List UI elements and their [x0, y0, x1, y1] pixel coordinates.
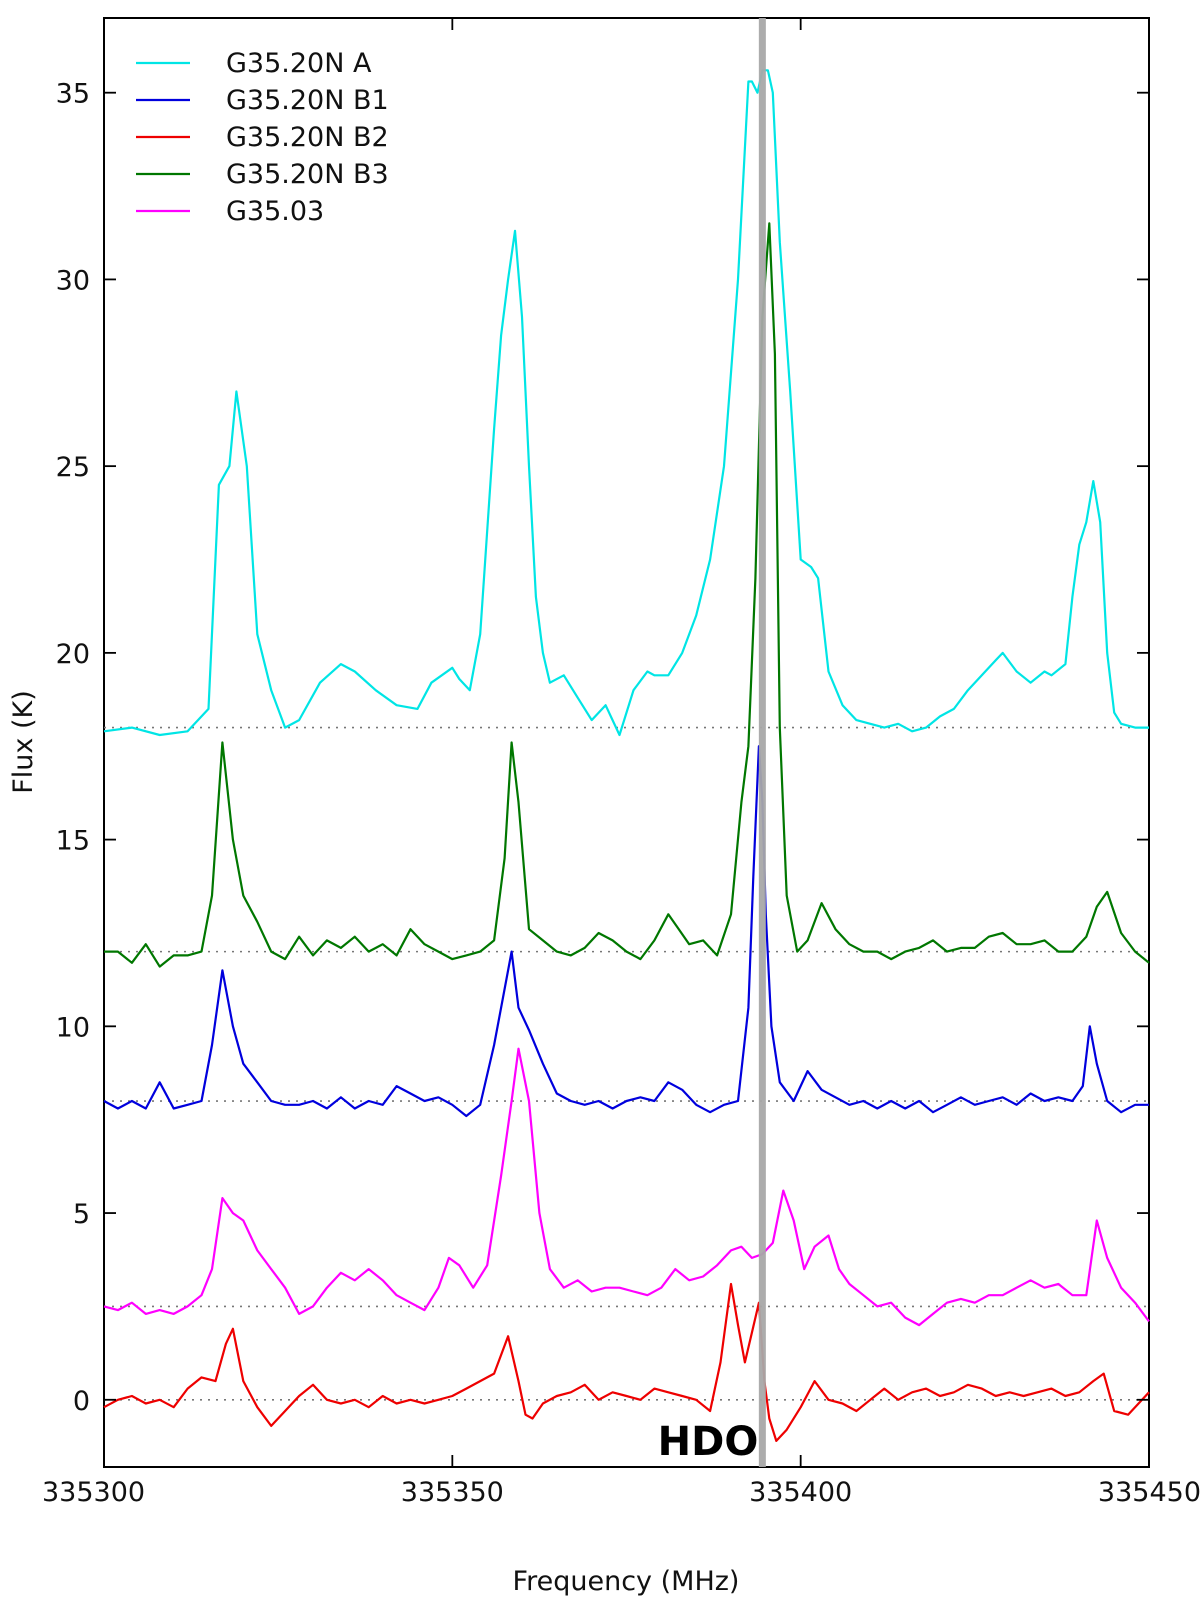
x-tick-label-3: 335450	[1098, 1477, 1200, 1508]
legend-label-0: G35.20N A	[226, 48, 372, 79]
series-line-1	[103, 745, 1149, 1118]
hdo-marker-band	[758, 18, 766, 1467]
y-tick-label-4: 20	[56, 639, 90, 670]
series-lines	[103, 69, 1150, 1443]
legend-label-4: G35.03	[226, 196, 324, 227]
series-line-0	[103, 69, 1149, 737]
x-axis-label: Frequency (MHz)	[513, 1566, 740, 1597]
series-line-3	[104, 222, 1150, 968]
legend: G35.20N A G35.20N B1 G35.20N B2 G35.20N B3 G…	[136, 48, 389, 227]
y-tick-label-2: 10	[56, 1012, 90, 1043]
x-tick-label-2: 335400	[749, 1477, 852, 1508]
x-tick-label-0: 335300	[42, 1477, 145, 1508]
y-tick-label-6: 30	[56, 265, 90, 296]
axis-ticks	[103, 18, 1150, 1467]
axis-tick-labels: 335300 335350 335400 335450 0 5 10 15 20 25 30 35	[42, 79, 1200, 1508]
y-axis-label: Flux (K)	[8, 690, 39, 793]
y-tick-label-5: 25	[56, 452, 90, 483]
legend-label-1: G35.20N B1	[226, 85, 389, 116]
legend-label-2: G35.20N B2	[226, 122, 389, 153]
y-tick-label-3: 15	[56, 826, 90, 857]
y-tick-label-0: 0	[73, 1386, 90, 1417]
plot-frame	[103, 17, 1150, 1468]
x-tick-label-1: 335350	[401, 1477, 504, 1508]
y-tick-label-7: 35	[56, 79, 90, 110]
series-line-2	[103, 1282, 1150, 1443]
y-tick-label-1: 5	[73, 1199, 90, 1230]
baseline-group	[104, 726, 1149, 1401]
series-line-4	[103, 1047, 1150, 1327]
legend-label-3: G35.20N B3	[226, 159, 389, 190]
hdo-annotation: HDO	[658, 1419, 759, 1465]
